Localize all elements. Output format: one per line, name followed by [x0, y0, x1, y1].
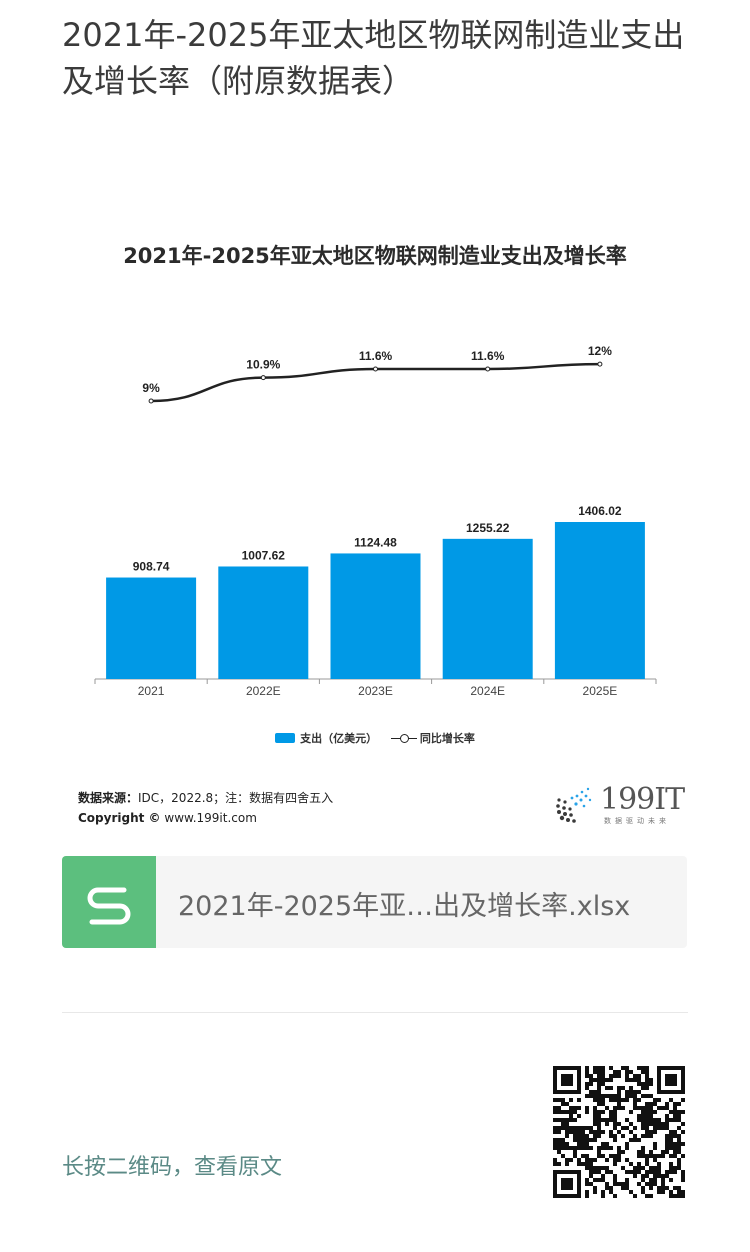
dotted-globe-icon [556, 787, 592, 823]
bar-2024E [442, 538, 533, 679]
chart-plot: 908.74 2021 1007.62 2022E 1124.48 2023E 1255.2… [94, 344, 657, 698]
legend-line-label: 同比增长率 [419, 732, 475, 745]
growth-rate-point [373, 366, 378, 372]
chart-image: 2021年-2025年亚太地区物联网制造业支出及增长率 908.74 2021 10… [62, 222, 688, 838]
copyright-site: www.199it.com [164, 811, 257, 825]
x-tick-label: 2024E [470, 684, 505, 698]
attachment-card[interactable]: 2021年-2025年亚…出及增长率.xlsx [62, 856, 687, 948]
x-tick-label: 2023E [358, 684, 393, 698]
growth-rate-label: 9% [142, 381, 160, 395]
brand-logo: 199IT 数据驱动未来 [552, 782, 685, 828]
logo-text: 199IT [600, 782, 685, 817]
divider [62, 1012, 688, 1013]
bar-value-label: 1124.48 [354, 535, 397, 549]
growth-rate-point [485, 366, 491, 372]
qr-code-icon[interactable] [553, 1066, 685, 1198]
logo-tagline: 数据驱动未来 [604, 817, 670, 825]
copyright-label: Copyright © [78, 811, 161, 825]
bar-value-label: 1007.62 [242, 548, 286, 562]
legend-bar-label: 支出（亿美元） [300, 732, 378, 745]
qr-prompt: 长按二维码，查看原文 [62, 1155, 283, 1180]
chart-legend: 支出（亿美元） 同比增长率 [62, 730, 688, 746]
bar-2022E [218, 566, 309, 679]
source-text: IDC，2022.8；注：数据有四舍五入 [138, 791, 334, 805]
growth-rate-label: 11.6% [359, 349, 393, 363]
spreadsheet-s-icon [62, 856, 156, 948]
legend-line-marker-icon [390, 733, 417, 743]
attachment-file-name[interactable]: 2021年-2025年亚…出及增长率.xlsx [178, 891, 631, 922]
growth-rate-point [597, 361, 603, 367]
x-tick-label: 2022E [246, 684, 281, 698]
x-tick-label: 2021 [138, 684, 165, 698]
chart-source: 数据来源：IDC，2022.8；注：数据有四舍五入 Copyright © ww… [78, 788, 333, 828]
growth-rate-point [260, 375, 266, 381]
bar-value-label: 908.74 [133, 560, 170, 574]
legend-bar-swatch [275, 733, 296, 743]
bar-2023E [330, 553, 421, 679]
x-tick-label: 2025E [583, 684, 618, 698]
chart-title: 2021年-2025年亚太地区物联网制造业支出及增长率 [123, 244, 627, 268]
source-label: 数据来源： [78, 791, 139, 805]
bar-2025E [554, 522, 645, 679]
bar-2021 [106, 577, 197, 679]
growth-rate-point [148, 398, 154, 404]
bar-value-label: 1406.02 [578, 504, 622, 518]
article-title: 2021年-2025年亚太地区物联网制造业支出及增长率（附原数据表） [62, 16, 685, 100]
bar-value-label: 1255.22 [466, 521, 510, 535]
growth-rate-label: 11.6% [471, 349, 505, 363]
growth-rate-label: 10.9% [246, 358, 280, 372]
growth-rate-label: 12% [588, 344, 612, 358]
